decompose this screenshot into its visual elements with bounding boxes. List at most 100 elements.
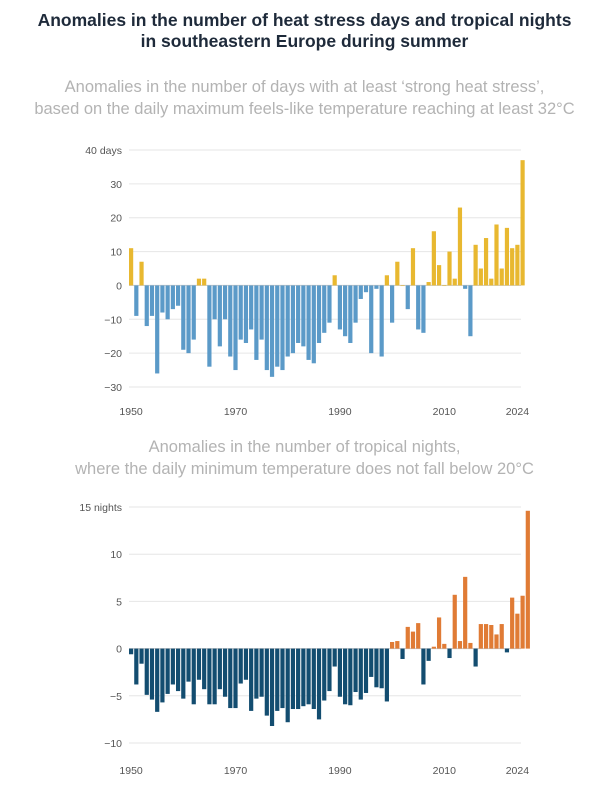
bar	[155, 285, 160, 374]
bar	[280, 285, 285, 371]
bar	[144, 648, 149, 695]
bar	[483, 624, 489, 649]
bar	[473, 244, 478, 286]
bar	[369, 648, 374, 677]
bar	[504, 227, 510, 286]
bar	[207, 285, 212, 367]
bar	[275, 285, 280, 367]
bar	[196, 648, 202, 680]
bar	[489, 278, 494, 286]
bar	[212, 648, 217, 705]
bar	[421, 648, 426, 685]
y-tick-label: 30	[110, 179, 122, 191]
bar	[457, 641, 463, 649]
bar	[134, 648, 139, 685]
bar	[468, 285, 473, 337]
y-tick-label: −10	[104, 314, 122, 326]
bar	[249, 285, 254, 330]
bar	[379, 648, 384, 689]
bar	[228, 285, 233, 357]
chart-2-subtitle-line-2: where the daily minimum temperature does…	[75, 460, 534, 478]
bar	[259, 285, 264, 340]
bar	[134, 285, 139, 316]
bar	[499, 624, 504, 649]
bar	[316, 648, 322, 720]
bar	[353, 648, 358, 693]
bar	[280, 648, 285, 709]
bar	[249, 648, 254, 711]
bar	[129, 648, 134, 655]
bar	[405, 285, 410, 310]
bar	[358, 285, 363, 299]
main-title: Anomalies in the number of heat stress d…	[0, 10, 609, 52]
bar	[494, 634, 499, 649]
bar	[275, 648, 280, 711]
bar	[322, 648, 327, 701]
bar	[410, 248, 416, 286]
bar	[363, 285, 369, 293]
bar	[494, 224, 499, 286]
bar	[316, 285, 322, 343]
y-tick-label: 10	[110, 247, 122, 259]
bar	[510, 597, 515, 649]
bar	[264, 648, 269, 716]
bar	[301, 285, 306, 347]
heat-stress-days-chart: −30 −20 −10 0 10 20 30 40 days 1950 1970 1990 2010 2…	[85, 145, 529, 418]
bar	[395, 261, 400, 286]
bar	[478, 624, 483, 649]
bar	[489, 625, 494, 649]
bar	[238, 648, 243, 684]
y-tick-label: −5	[110, 691, 122, 703]
x-tick-label: 1950	[119, 406, 143, 418]
bar	[207, 648, 212, 705]
y-tick-label: 20	[110, 213, 122, 225]
bar	[139, 261, 144, 286]
bar	[170, 648, 175, 685]
bar	[243, 285, 249, 343]
bar	[259, 648, 264, 697]
bar	[447, 648, 452, 659]
bar	[327, 285, 332, 323]
bar	[196, 278, 202, 286]
bar	[243, 648, 249, 680]
y-tick-label: 10	[110, 549, 122, 561]
bar	[520, 595, 525, 649]
bar	[395, 641, 400, 649]
bar	[186, 285, 191, 354]
y-tick-label: −20	[104, 348, 122, 360]
bar	[515, 613, 520, 649]
bar	[202, 278, 207, 286]
chart-2-subtitle: Anomalies in the number of tropical nigh…	[0, 436, 609, 480]
bar	[478, 268, 483, 286]
bar	[160, 285, 165, 313]
bar	[160, 648, 165, 703]
bar	[442, 643, 447, 649]
bar	[332, 648, 337, 667]
bar	[269, 648, 275, 727]
bar	[384, 648, 389, 702]
bar	[369, 285, 374, 354]
bar	[473, 648, 478, 667]
y-tick-label: 0	[116, 644, 122, 656]
bar	[165, 648, 170, 694]
x-tick-label: 2010	[433, 406, 457, 418]
bar	[306, 285, 311, 360]
x-tick-label: 1970	[224, 406, 248, 418]
bar	[181, 285, 186, 350]
bar	[525, 510, 530, 649]
bar	[222, 285, 228, 320]
x-tick-label: 2010	[433, 765, 457, 777]
bar	[233, 648, 238, 709]
bar	[457, 207, 463, 286]
bar	[306, 648, 311, 705]
y-tick-label: 0	[116, 280, 122, 292]
bar	[384, 275, 389, 286]
y-tick-label: −30	[104, 382, 122, 394]
bar	[290, 648, 296, 710]
bar	[390, 641, 395, 649]
bar	[337, 648, 342, 697]
bar	[311, 648, 316, 710]
bar	[191, 648, 196, 705]
bar	[348, 285, 353, 343]
bar	[447, 251, 452, 286]
